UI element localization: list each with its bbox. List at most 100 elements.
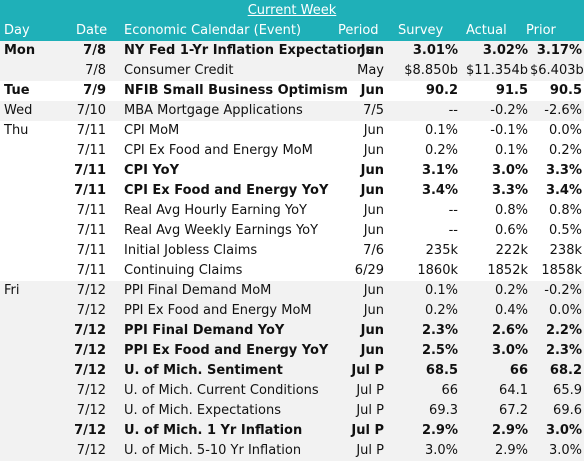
cell-event: U. of Mich. Sentiment xyxy=(124,363,283,378)
cell-survey: 66 xyxy=(441,383,458,398)
table-row: 7/12 U. of Mich. Current Conditions Jul P 6… xyxy=(0,381,584,401)
cell-period: Jul P xyxy=(356,443,384,458)
cell-event: Consumer Credit xyxy=(124,63,234,78)
cell-period: Jun xyxy=(363,303,384,318)
cell-event: U. of Mich. 5-10 Yr Inflation xyxy=(124,443,302,458)
header-event: Economic Calendar (Event) xyxy=(124,23,302,38)
cell-event: Initial Jobless Claims xyxy=(124,243,258,258)
cell-event: CPI MoM xyxy=(124,123,180,138)
table-row: 7/12 PPI Final Demand YoY Jun 2.3% 2.6% 2.2% xyxy=(0,321,584,341)
cell-actual: 0.6% xyxy=(494,223,528,238)
cell-survey: 69.3 xyxy=(429,403,458,418)
table-row: 7/12 U. of Mich. 1 Yr Inflation Jul P 2.9% 2… xyxy=(0,421,584,441)
table-row: 7/12 U. of Mich. Sentiment Jul P 68.5 66 68.2 xyxy=(0,361,584,381)
cell-event: MBA Mortgage Applications xyxy=(124,103,303,118)
cell-date: 7/12 xyxy=(74,323,106,338)
cell-prior: 1858k xyxy=(541,263,582,278)
cell-actual: 67.2 xyxy=(499,403,528,418)
cell-actual: 3.02% xyxy=(482,43,528,58)
cell-actual: 2.9% xyxy=(491,423,528,438)
cell-period: Jul P xyxy=(351,363,384,378)
cell-prior: 2.3% xyxy=(545,343,582,358)
table-row: Fri 7/12 PPI Final Demand MoM Jun 0.1% 0.2% -0… xyxy=(0,281,584,301)
cell-date: 7/11 xyxy=(76,143,106,158)
cell-period: Jul P xyxy=(356,383,384,398)
cell-period: May xyxy=(357,63,384,78)
cell-period: Jun xyxy=(360,43,384,58)
cell-prior: 90.5 xyxy=(549,83,582,98)
cell-event: U. of Mich. 1 Yr Inflation xyxy=(124,423,303,438)
cell-prior: 2.2% xyxy=(545,323,582,338)
cell-day: Tue xyxy=(4,83,30,98)
cell-survey: 2.3% xyxy=(421,323,458,338)
table-row: Wed 7/10 MBA Mortgage Applications 7/5 -- -0.… xyxy=(0,101,584,121)
cell-survey: 90.2 xyxy=(425,83,458,98)
cell-prior: $6.403b xyxy=(530,63,584,78)
cell-period: Jul P xyxy=(356,403,384,418)
table-row: 7/12 U. of Mich. 5-10 Yr Inflation Jul P 3.… xyxy=(0,441,584,461)
cell-prior: 3.4% xyxy=(545,183,582,198)
table-row: 7/8 Consumer Credit May $8.850b $11.354b $6.4… xyxy=(0,61,584,81)
cell-period: 7/6 xyxy=(363,243,384,258)
cell-prior: 0.8% xyxy=(548,203,582,218)
table-row: 7/11 CPI Ex Food and Energy MoM Jun 0.2% 0.1… xyxy=(0,141,584,161)
cell-survey: 0.2% xyxy=(424,143,458,158)
table-row: Tue 7/9 NFIB Small Business Optimism Jun 90.… xyxy=(0,81,584,101)
cell-period: Jul P xyxy=(351,423,384,438)
header-prior: Prior xyxy=(526,23,556,38)
cell-date: 7/10 xyxy=(76,103,106,118)
cell-event: NY Fed 1-Yr Inflation Expectations xyxy=(124,43,374,58)
cell-event: NFIB Small Business Optimism xyxy=(124,83,348,98)
cell-survey: 1860k xyxy=(417,263,458,278)
cell-prior: 3.0% xyxy=(548,443,582,458)
cell-date: 7/11 xyxy=(74,183,106,198)
cell-prior: 3.17% xyxy=(536,43,582,58)
cell-date: 7/9 xyxy=(83,83,106,98)
cell-survey: 2.5% xyxy=(421,343,458,358)
table-row: 7/11 Real Avg Weekly Earnings YoY Jun -- 0.6… xyxy=(0,221,584,241)
cell-period: Jun xyxy=(360,83,384,98)
cell-event: U. of Mich. Expectations xyxy=(124,403,281,418)
cell-actual: 3.3% xyxy=(491,183,528,198)
calendar-title: Current Week xyxy=(0,0,584,21)
cell-prior: 238k xyxy=(549,243,582,258)
table-row: 7/11 Real Avg Hourly Earning YoY Jun -- 0.8%… xyxy=(0,201,584,221)
cell-event: CPI YoY xyxy=(124,163,179,178)
cell-event: Real Avg Hourly Earning YoY xyxy=(124,203,307,218)
cell-actual: -0.1% xyxy=(490,123,528,138)
cell-actual: -0.2% xyxy=(490,103,528,118)
cell-actual: 222k xyxy=(495,243,528,258)
cell-survey: 68.5 xyxy=(425,363,458,378)
cell-prior: 0.5% xyxy=(548,223,582,238)
cell-date: 7/12 xyxy=(76,283,106,298)
cell-survey: 0.2% xyxy=(424,303,458,318)
cell-survey: -- xyxy=(448,223,458,238)
cell-event: CPI Ex Food and Energy YoY xyxy=(124,183,329,198)
cell-actual: 3.0% xyxy=(491,163,528,178)
cell-date: 7/11 xyxy=(76,123,106,138)
cell-survey: -- xyxy=(448,203,458,218)
cell-date: 7/11 xyxy=(74,163,106,178)
cell-period: Jun xyxy=(360,323,384,338)
cell-period: 7/5 xyxy=(363,103,384,118)
cell-event: Real Avg Weekly Earnings YoY xyxy=(124,223,319,238)
cell-prior: 3.3% xyxy=(545,163,582,178)
cell-event: Continuing Claims xyxy=(124,263,243,278)
cell-survey: 0.1% xyxy=(424,283,458,298)
cell-survey: 235k xyxy=(425,243,458,258)
cell-survey: 3.01% xyxy=(412,43,458,58)
cell-actual: 2.6% xyxy=(491,323,528,338)
cell-date: 7/12 xyxy=(76,303,106,318)
cell-actual: 64.1 xyxy=(499,383,528,398)
header-survey: Survey xyxy=(398,23,444,38)
header-day: Day xyxy=(4,23,30,38)
cell-survey: 2.9% xyxy=(421,423,458,438)
cell-prior: 0.2% xyxy=(548,143,582,158)
cell-survey: 3.0% xyxy=(424,443,458,458)
cell-survey: $8.850b xyxy=(404,63,458,78)
cell-event: U. of Mich. Current Conditions xyxy=(124,383,319,398)
table-row: 7/12 PPI Ex Food and Energy MoM Jun 0.2% 0.4… xyxy=(0,301,584,321)
cell-date: 7/11 xyxy=(76,223,106,238)
cell-period: Jun xyxy=(363,123,384,138)
